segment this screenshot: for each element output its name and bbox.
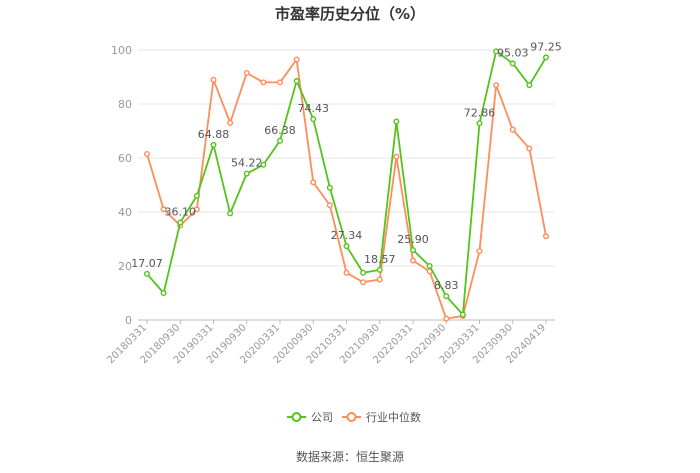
series-0-point[interactable] — [459, 311, 466, 318]
data-label: 36.10 — [165, 206, 197, 219]
series-1-point[interactable] — [310, 179, 317, 186]
series-1-point[interactable] — [143, 150, 150, 157]
legend[interactable]: 公司 行业中位数 — [287, 410, 421, 424]
y-tick-label: 40 — [118, 206, 132, 219]
y-tick-label: 0 — [125, 314, 132, 327]
series-0-point[interactable] — [160, 290, 167, 297]
data-label: 66.38 — [264, 124, 296, 137]
series-1-point[interactable] — [509, 126, 516, 133]
series-1-point[interactable] — [443, 315, 450, 322]
legend-company-marker — [291, 412, 302, 422]
data-label: 17.07 — [131, 257, 163, 270]
series-0-point[interactable] — [410, 247, 417, 254]
series-0-point[interactable] — [260, 161, 267, 168]
series-0-point[interactable] — [326, 184, 333, 191]
series-0-point[interactable] — [177, 219, 184, 226]
series-0-point[interactable] — [476, 120, 483, 127]
series-1-point[interactable] — [210, 76, 217, 83]
series-0-point[interactable] — [443, 293, 450, 300]
legend-company-label[interactable]: 公司 — [311, 411, 333, 424]
series-0-point[interactable] — [227, 210, 234, 217]
series-1-point[interactable] — [243, 69, 250, 76]
series-1-point[interactable] — [277, 79, 284, 86]
series-1-point[interactable] — [526, 145, 533, 152]
y-tick-label: 20 — [118, 260, 132, 273]
data-label: 27.34 — [331, 229, 363, 242]
data-label: 8.83 — [434, 279, 459, 292]
series-0-point[interactable] — [360, 269, 367, 276]
series-0-point[interactable] — [376, 266, 383, 273]
gridlines — [138, 49, 555, 267]
series-1-point[interactable] — [160, 206, 167, 213]
series-1-point[interactable] — [260, 79, 267, 86]
series-1-point[interactable] — [493, 82, 500, 89]
series-1-point[interactable] — [326, 202, 333, 209]
y-tick-label: 100 — [111, 44, 132, 57]
series-0-point[interactable] — [210, 141, 217, 148]
series-0-point[interactable] — [293, 78, 300, 85]
series-0-point[interactable] — [493, 48, 500, 55]
legend-industry-label[interactable]: 行业中位数 — [366, 410, 421, 424]
data-label: 74.43 — [298, 102, 330, 115]
series-1-point[interactable] — [543, 233, 550, 240]
legend-industry-marker — [346, 412, 357, 422]
chart-title: 市盈率历史分位（%） — [275, 5, 425, 23]
series-0-point[interactable] — [393, 118, 400, 125]
data-label: 54.22 — [231, 157, 263, 170]
series-0-point[interactable] — [509, 60, 516, 67]
data-label: 97.25 — [530, 40, 562, 53]
series-1-point[interactable] — [343, 269, 350, 276]
series-1-point[interactable] — [376, 276, 383, 283]
series-1-point[interactable] — [193, 206, 200, 213]
series-layer — [143, 48, 550, 322]
series-0-point[interactable] — [343, 243, 350, 250]
series-1-point[interactable] — [293, 56, 300, 63]
data-label: 18.57 — [364, 253, 396, 266]
series-0-point[interactable] — [193, 192, 200, 199]
series-1-point[interactable] — [393, 153, 400, 160]
series-0-point[interactable] — [277, 137, 284, 144]
data-label: 25.90 — [397, 233, 429, 246]
series-0-point[interactable] — [426, 263, 433, 270]
data-label: 64.88 — [198, 128, 230, 141]
data-label: 72.86 — [464, 106, 496, 119]
data-label: 95.03 — [497, 46, 529, 59]
series-0-point[interactable] — [243, 170, 250, 177]
y-tick-label: 60 — [118, 152, 132, 165]
series-0-point[interactable] — [543, 54, 550, 61]
series-1-point[interactable] — [410, 257, 417, 264]
data-source: 数据来源：恒生聚源 — [296, 449, 404, 464]
series-1-point[interactable] — [476, 248, 483, 255]
series-1-point[interactable] — [360, 279, 367, 286]
series-0-point[interactable] — [143, 270, 150, 277]
series-0-point[interactable] — [310, 116, 317, 123]
series-0-point[interactable] — [526, 82, 533, 89]
y-tick-label: 80 — [118, 98, 132, 111]
series-1-point[interactable] — [227, 119, 234, 126]
